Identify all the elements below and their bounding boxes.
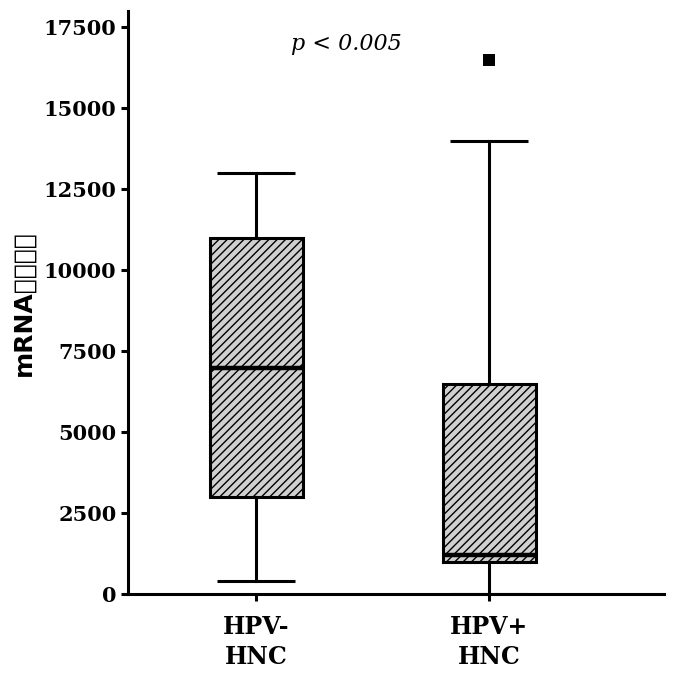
Bar [210, 238, 303, 497]
Text: p < 0.005: p < 0.005 [291, 33, 402, 55]
Bar [443, 384, 536, 562]
Y-axis label: mRNA表达水平: mRNA表达水平 [11, 230, 35, 375]
